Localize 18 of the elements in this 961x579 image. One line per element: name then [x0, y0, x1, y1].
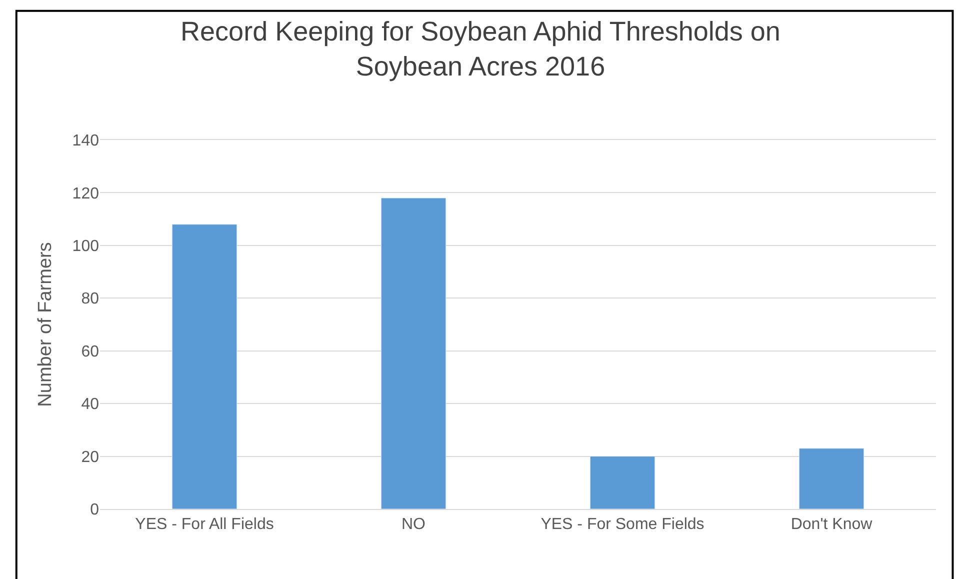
x-tick-label: YES - For All Fields	[135, 516, 274, 534]
y-tick-label: 20	[81, 448, 100, 466]
y-tick-label: 140	[72, 132, 100, 150]
bar	[590, 456, 656, 509]
bar	[172, 224, 238, 509]
y-axis-title: Number of Farmers	[35, 242, 56, 407]
chart-title: Record Keeping for Soybean Aphid Thresholds on Soybean Acres 2016	[180, 16, 780, 82]
y-tick-label: 60	[81, 343, 100, 360]
x-tick-label: YES - For Some Fields	[540, 516, 704, 534]
bar	[380, 198, 446, 509]
y-tick-label: 0	[90, 502, 100, 519]
y-tick-label: 120	[72, 185, 100, 202]
y-tick-label: 40	[81, 396, 100, 414]
y-tick-label: 100	[72, 238, 100, 256]
x-tick-label: Don't Know	[790, 516, 873, 534]
x-tick-label: NO	[402, 516, 426, 534]
y-tick-label: 80	[81, 290, 100, 308]
bar	[798, 448, 864, 509]
